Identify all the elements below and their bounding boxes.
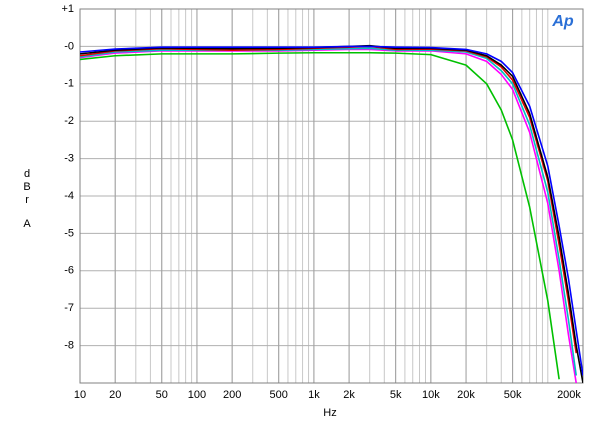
x-tick-label: 100 xyxy=(188,389,206,401)
x-tick-label: 1k xyxy=(308,389,320,401)
x-tick-label: 2k xyxy=(343,389,355,401)
series-line xyxy=(80,45,583,376)
plot-area xyxy=(80,44,583,383)
x-tick-label: 50k xyxy=(504,389,522,401)
y-tick-label: -4 xyxy=(64,190,74,202)
x-tick-label: 10k xyxy=(422,389,440,401)
y-tick-label: -1 xyxy=(64,78,74,90)
channel-label: A xyxy=(23,218,31,230)
y-axis-label: dBr xyxy=(21,168,33,207)
series-line xyxy=(80,51,560,380)
y-tick-label: -0 xyxy=(64,40,74,52)
logo: Ap xyxy=(551,13,574,30)
x-tick-label: 10 xyxy=(74,389,86,401)
y-tick-label: -3 xyxy=(64,153,74,165)
series-line xyxy=(80,48,578,383)
x-tick-label: 5k xyxy=(390,389,402,401)
x-axis-label: Hz xyxy=(323,407,336,419)
y-tick-label: -8 xyxy=(64,340,74,352)
x-tick-label: 200k xyxy=(557,389,581,401)
y-tick-label: +1 xyxy=(61,3,74,15)
x-tick-label: 50 xyxy=(156,389,168,401)
series-line xyxy=(80,44,583,383)
series-line xyxy=(80,45,578,354)
y-tick-label: -2 xyxy=(64,115,74,127)
plot-frame xyxy=(79,8,584,384)
x-tick-label: 500 xyxy=(270,389,288,401)
y-tick-label: -7 xyxy=(64,302,74,314)
y-tick-label: -5 xyxy=(64,227,74,239)
x-tick-label: 20k xyxy=(457,389,475,401)
x-tick-label: 20 xyxy=(109,389,121,401)
x-tick-label: 200 xyxy=(223,389,241,401)
series-line xyxy=(80,47,578,376)
y-tick-label: -6 xyxy=(64,265,74,277)
